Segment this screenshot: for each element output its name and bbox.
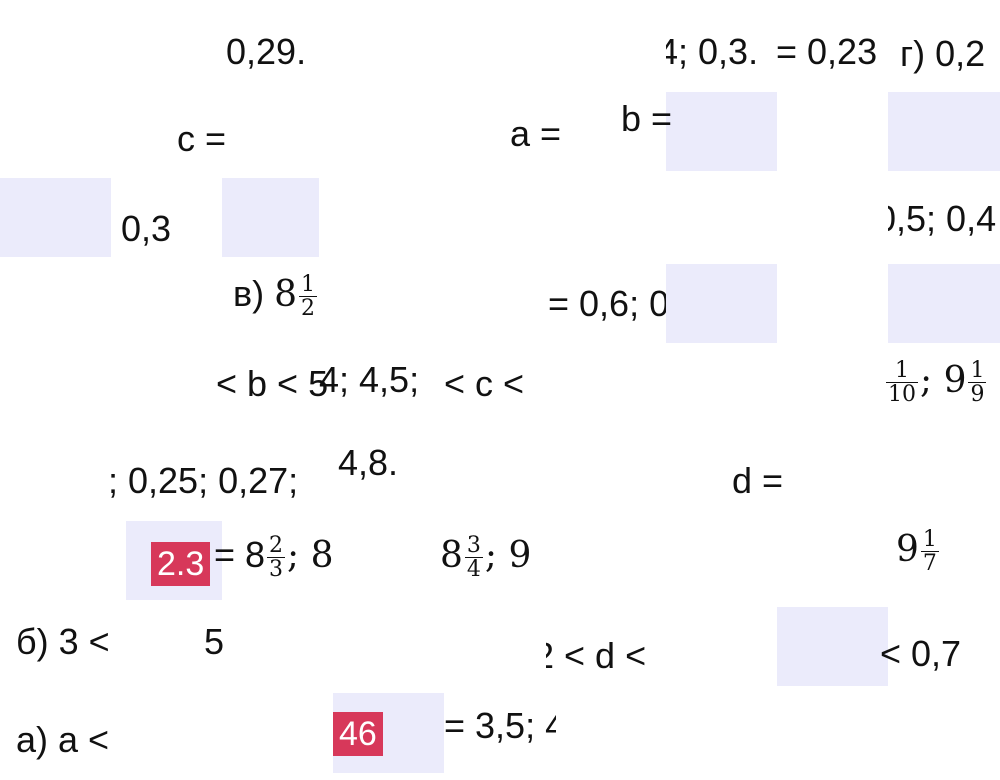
numerator: 1: [968, 358, 987, 384]
text-fragment: 4; 0,3.: [666, 31, 759, 72]
answer-pad[interactable]: [666, 264, 777, 343]
text-fragment: б) 3 <: [16, 621, 110, 662]
numerator: 3: [464, 533, 483, 559]
text-fragment: 4; 4,5;: [319, 359, 420, 400]
text-fragment: d =: [732, 460, 784, 501]
answer-pad[interactable]: [888, 92, 1000, 171]
integer-part: 8: [440, 535, 463, 577]
text-fragment: c =: [177, 118, 227, 159]
denominator: 7: [922, 551, 937, 577]
exercise-badge[interactable]: 46: [333, 712, 383, 756]
denominator: 9: [970, 382, 985, 408]
integer-part: 8: [274, 274, 298, 316]
text-fragment-clip: < 0,7: [880, 630, 1000, 678]
text-fragment-clip: 0,5; 0,4: [888, 195, 1000, 243]
answer-pad[interactable]: [777, 607, 888, 686]
separator-integer: ; 9: [920, 360, 967, 402]
text-fragment: < 0,7: [880, 633, 962, 674]
text-fragment: = 8 2 3; 8: [214, 534, 334, 581]
text-fragment-clip: г) 0,2: [888, 30, 1000, 78]
text-fragment: < c <: [444, 363, 525, 404]
text-fragment: г) 0,2: [900, 33, 986, 74]
exercise-badge[interactable]: 2.3: [151, 542, 211, 586]
text-fragment-clip: < b < 5: [216, 358, 334, 406]
answer-pad[interactable]: [666, 92, 777, 171]
denominator: 3: [269, 557, 284, 583]
separator-integer: ; 8: [287, 535, 334, 577]
text-fragment-clip: 8 3 4; 9: [440, 528, 560, 598]
variant-label: в): [233, 273, 265, 315]
numerator: 1: [920, 527, 939, 553]
denominator: 4: [466, 557, 481, 583]
numerator: 1: [886, 359, 918, 384]
answer-pad[interactable]: [0, 178, 111, 257]
text-fragment: 2 < d <: [546, 635, 647, 676]
text-fragment-clip: = 8 2 3; 8: [214, 528, 334, 598]
numerator: 2: [267, 533, 286, 559]
denominator: 2: [301, 296, 316, 322]
fraction: 1 10: [886, 359, 918, 406]
text-fragment-clip: = 3,5; 4: [444, 702, 556, 750]
equals-integer: = 8: [214, 534, 266, 576]
text-fragment: 0,5; 0,4: [888, 198, 997, 239]
text-fragment: 0,3: [121, 208, 172, 249]
text-fragment: a =: [510, 113, 562, 154]
denominator: 10: [888, 382, 916, 408]
integer-part: 9: [896, 529, 919, 571]
text-fragment: а) a <: [16, 719, 110, 760]
text-fragment-clip: 4; 0,3.: [666, 30, 776, 78]
separator-integer: ; 9: [484, 535, 532, 577]
answer-pad[interactable]: [222, 178, 319, 257]
text-fragment-clip: = 0,6; 0: [548, 280, 666, 328]
answer-pad[interactable]: [888, 264, 1000, 343]
text-fragment: 8 3 4; 9: [440, 534, 531, 581]
text-fragment-clip: 5: [204, 618, 234, 666]
numerator: 1: [299, 272, 318, 298]
text-fragment: 4,8.: [338, 442, 399, 483]
text-fragment: = 3,5; 4: [444, 705, 556, 746]
text-fragment: b =: [621, 98, 673, 139]
text-fragment-clip: а) a <: [0, 716, 118, 764]
text-fragment: < b < 5: [216, 363, 329, 404]
text-fragment-clip: 2 < d <: [546, 630, 666, 678]
text-fragment-clip: < c <: [444, 358, 555, 406]
text-fragment: 5: [204, 621, 225, 662]
text-fragment: ; 0,25; 0,27;: [108, 460, 299, 501]
text-fragment: = 0,6; 0: [548, 283, 666, 324]
text-fragment: 0,29.: [226, 31, 307, 72]
text-fragment: = 0,23: [776, 31, 878, 72]
text-fragment-clip: б) 3 <: [0, 618, 118, 666]
